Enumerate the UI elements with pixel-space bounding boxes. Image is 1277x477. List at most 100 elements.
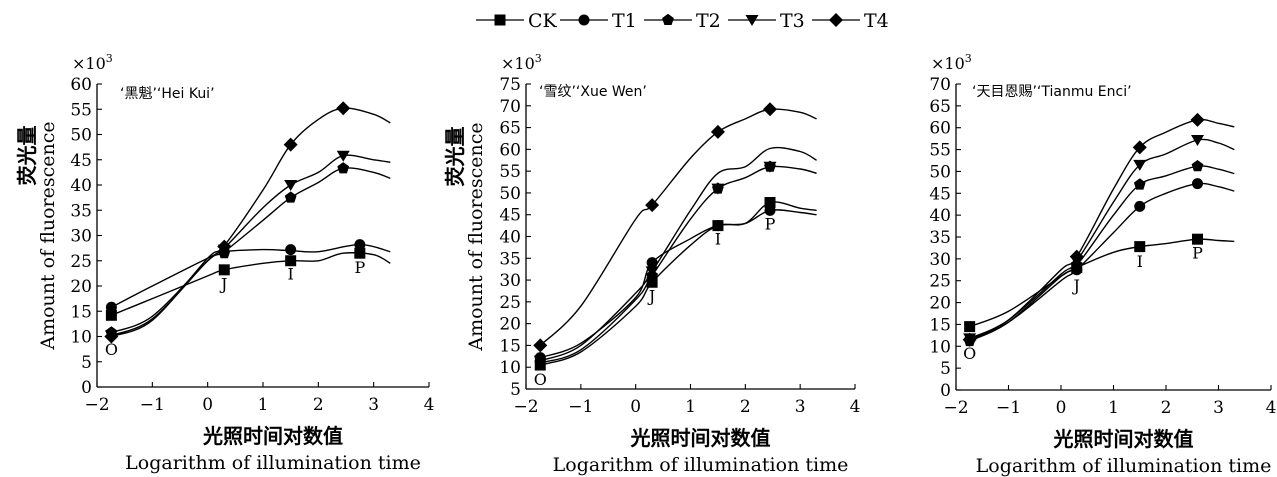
y-tick-label: 5	[940, 359, 951, 379]
legend-marker-diamond	[829, 13, 843, 27]
data-point-diamond	[533, 338, 548, 353]
phase-label-i: I	[715, 230, 721, 249]
legend-item-t1: T1	[560, 10, 637, 32]
data-point-pentagon	[1191, 160, 1204, 172]
x-tick-label: 1	[685, 397, 696, 417]
y-tick-label: 0	[940, 381, 951, 401]
series-line	[969, 238, 1235, 328]
y-multiplier-exponent: 3	[106, 52, 113, 65]
x-tick-label: −2	[943, 398, 968, 418]
cultivar-label: ‘雪纹’‘Xue Wen’	[539, 84, 647, 100]
series-line	[540, 209, 817, 359]
data-point-circle	[1134, 200, 1146, 212]
y-tick-label: 45	[70, 151, 92, 171]
data-point-triangle-down	[284, 180, 298, 191]
series-t3	[533, 146, 817, 367]
data-point-diamond	[645, 198, 660, 213]
x-tick-label: 0	[630, 397, 641, 417]
data-point-square	[646, 276, 658, 288]
data-point-diamond	[217, 239, 232, 254]
data-point-diamond	[1132, 140, 1147, 155]
y-tick-label: 30	[70, 227, 92, 247]
x-axis-label-cn: 光照时间对数值	[630, 426, 771, 450]
phase-label-o: O	[105, 340, 118, 359]
y-tick-label: 75	[499, 75, 521, 95]
y-tick-label: 40	[499, 228, 521, 248]
data-point-square	[1192, 233, 1203, 245]
data-point-triangle-down	[533, 355, 547, 367]
y-multiplier-base: ×10	[931, 54, 965, 73]
x-tick-label: −1	[140, 395, 165, 415]
series-line	[540, 146, 817, 362]
y-axis-label-cn: 荧光量	[443, 127, 467, 187]
legend-item-t3: T3	[728, 10, 805, 32]
y-tick-label: 65	[929, 97, 951, 117]
legend-marker-square	[494, 14, 506, 26]
series-line	[540, 201, 817, 366]
phase-label-p: P	[1192, 243, 1203, 262]
y-tick-label: 10	[70, 328, 92, 348]
data-point-pentagon	[1133, 178, 1146, 190]
data-point-circle	[354, 239, 366, 251]
y-multiplier-base: ×10	[72, 54, 106, 73]
legend-label: T3	[780, 10, 805, 32]
legend-marker-pentagon	[662, 13, 674, 25]
data-point-pentagon	[337, 162, 350, 174]
data-point-square	[105, 309, 117, 321]
data-point-diamond	[283, 137, 298, 152]
y-tick-label: 60	[499, 140, 521, 160]
legend-item-t2: T2	[644, 10, 721, 32]
y-tick-label: 30	[499, 271, 521, 291]
data-point-triangle-down	[711, 183, 725, 195]
y-tick-label: 45	[929, 184, 951, 204]
phase-label-j: J	[647, 286, 655, 305]
y-multiplier: ×103	[72, 52, 113, 73]
phase-label-o: O	[534, 370, 547, 389]
data-point-triangle-down	[1133, 159, 1147, 171]
legend-label: T2	[696, 10, 721, 32]
x-tick-label: 4	[1266, 398, 1277, 418]
y-tick-label: 45	[499, 206, 521, 226]
y-tick-label: 15	[70, 302, 92, 322]
data-point-diamond	[962, 332, 977, 347]
data-point-circle	[105, 301, 117, 313]
series-line	[969, 165, 1235, 342]
series-line	[111, 243, 391, 308]
y-tick-label: 40	[70, 176, 92, 196]
data-point-square	[218, 264, 230, 276]
x-axis-label-en: Logarithm of illumination time	[553, 454, 849, 476]
x-tick-label: −2	[84, 395, 109, 415]
y-tick-label: 15	[499, 336, 521, 356]
x-axis-label-cn: 光照时间对数值	[1053, 427, 1194, 451]
legend-marker-circle	[578, 14, 590, 26]
y-tick-label: 5	[81, 353, 92, 373]
y-axis-label-cn: 荧光量	[15, 126, 39, 186]
series-t1	[105, 239, 391, 313]
y-tick-label: 35	[70, 201, 92, 221]
x-axis-label-cn: 光照时间对数值	[202, 424, 343, 448]
x-tick-label: 1	[1108, 398, 1119, 418]
data-point-triangle-down	[336, 150, 350, 162]
x-tick-label: 0	[1056, 398, 1067, 418]
data-point-diamond	[710, 124, 725, 139]
y-tick-label: 55	[499, 162, 521, 182]
series-line	[969, 138, 1235, 340]
y-multiplier-base: ×10	[501, 54, 535, 73]
legend-item-ck: CK	[476, 10, 558, 32]
x-tick-label: 1	[258, 395, 269, 415]
y-tick-label: 35	[929, 228, 951, 248]
legend-label: T1	[612, 10, 637, 32]
data-point-pentagon	[284, 191, 297, 203]
x-tick-label: −1	[568, 397, 593, 417]
x-tick-label: 4	[424, 395, 435, 415]
series-line	[111, 167, 391, 334]
phase-label-j: J	[1072, 276, 1080, 295]
y-tick-label: 10	[929, 337, 951, 357]
series-t4	[104, 101, 391, 344]
series-t4	[962, 112, 1235, 347]
y-tick-label: 60	[929, 119, 951, 139]
